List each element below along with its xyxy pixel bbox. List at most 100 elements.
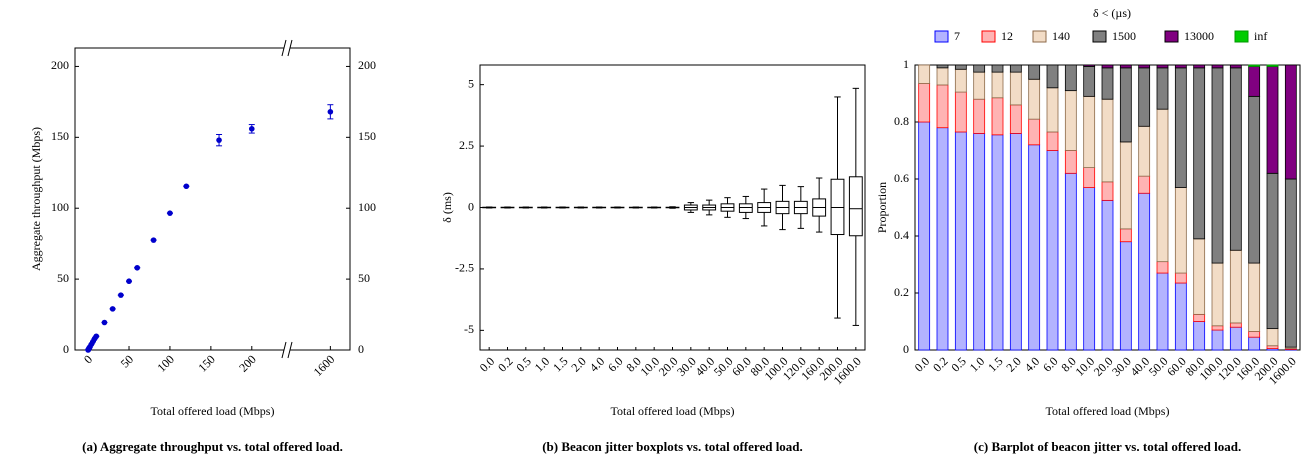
y-tick-label: 50 (57, 271, 69, 285)
bar-segment (1046, 64, 1059, 89)
bar-segment (954, 91, 967, 133)
legend-swatch (981, 30, 996, 43)
bar-segment (1284, 178, 1297, 348)
bar-segment (1009, 64, 1022, 73)
x-axis-label: Total offered load (Mbps) (1046, 404, 1170, 418)
bar-segment (936, 127, 949, 351)
bar-segment (1119, 64, 1132, 69)
y2-tick-label: 0 (358, 342, 364, 356)
legend-label: 140 (1052, 29, 1070, 43)
bar-segment (991, 97, 1004, 136)
legend-label: 12 (1001, 29, 1013, 43)
bar-segment (1266, 172, 1279, 330)
axis-break-mark (287, 341, 293, 359)
bar-segment (1211, 325, 1224, 331)
axis-break-mark (281, 39, 287, 57)
bar-segment (1083, 95, 1096, 168)
bar-segment (1083, 66, 1096, 97)
bar-segment (1156, 261, 1169, 274)
bar-segment (1156, 272, 1169, 351)
bar-segment (1266, 64, 1279, 67)
y-tick-label: 0 (63, 342, 69, 356)
bar-segment (973, 132, 986, 351)
bar-segment (1248, 262, 1261, 332)
bar-segment (1229, 64, 1242, 69)
bar-segment (1138, 125, 1151, 177)
bar-segment (1248, 336, 1261, 351)
bar-segment (1101, 98, 1114, 183)
x-tick-label: 0 (81, 352, 95, 366)
y-tick-label: 0.8 (894, 114, 909, 128)
y-tick-label: 0 (468, 199, 474, 213)
bar-segment (1193, 321, 1206, 351)
bar-segment (936, 84, 949, 129)
y-tick-label: 100 (51, 200, 69, 214)
caption: (c) Barplot of beacon jitter vs. total o… (974, 439, 1241, 454)
y2-tick-label: 150 (358, 129, 376, 143)
legend-swatch (1164, 30, 1179, 43)
y-tick-label: 0.6 (894, 171, 909, 185)
bar-segment (1138, 192, 1151, 351)
bar-segment (1266, 66, 1279, 174)
bar-segment (1138, 175, 1151, 194)
point (93, 333, 100, 340)
bar-segment (1083, 64, 1096, 67)
bar-segment (1156, 64, 1169, 69)
y-tick-label: 2.5 (459, 138, 474, 152)
y-axis-label: Aggregate throughput (Mbps) (29, 127, 43, 271)
bar-segment (1064, 90, 1077, 151)
bar-segment (1064, 64, 1077, 92)
point (167, 210, 173, 216)
x-tick-label: 150 (195, 352, 218, 375)
legend-label: 13000 (1184, 29, 1214, 43)
legend-label: 1500 (1112, 29, 1136, 43)
y2-tick-label: 100 (358, 200, 376, 214)
bar-segment (936, 64, 949, 69)
bar-segment (991, 134, 1004, 351)
bar-segment (1009, 104, 1022, 134)
bar-segment (1248, 331, 1261, 338)
bar-segment (1064, 172, 1077, 351)
y2-tick-label: 50 (358, 271, 370, 285)
point (109, 306, 116, 312)
legend-swatch (1092, 30, 1107, 43)
point (216, 137, 222, 143)
point (134, 264, 141, 271)
bar-segment (1028, 144, 1041, 351)
bar-segment (991, 64, 1004, 73)
caption: (b) Beacon jitter boxplots vs. total off… (542, 439, 803, 454)
x-tick-label: 1600 (311, 352, 338, 379)
y-tick-label: 200 (51, 58, 69, 72)
y2-tick-label: 200 (358, 58, 376, 72)
bar-segment (1193, 238, 1206, 315)
legend-title: δ < (µs) (1093, 6, 1131, 20)
bar-segment (1046, 87, 1059, 133)
y-tick-label: -5 (464, 322, 474, 336)
legend-label: inf (1254, 29, 1267, 43)
bar-segment (1028, 64, 1041, 80)
bar-segment (1083, 187, 1096, 351)
x-tick-label: 200 (236, 352, 259, 375)
bar-segment (1229, 326, 1242, 351)
bar-segment (1211, 329, 1224, 351)
bar-segment (1138, 67, 1151, 127)
y-tick-label: 1 (903, 57, 909, 71)
legend-swatch (934, 30, 949, 43)
bar-segment (1009, 71, 1022, 106)
axis-break-gap (283, 342, 290, 358)
bar-segment (1193, 64, 1206, 69)
bar-segment (973, 98, 986, 134)
bar-segment (1174, 272, 1187, 284)
bar-segment (1046, 150, 1059, 351)
bar-segment (1174, 67, 1187, 188)
y-tick-label: 150 (51, 129, 69, 143)
point (248, 126, 255, 132)
bar-segment (1101, 199, 1114, 351)
bar-segment (918, 83, 931, 123)
bar-segment (1174, 282, 1187, 351)
box (830, 178, 845, 236)
bar-segment (954, 68, 967, 93)
bar-segment (1101, 181, 1114, 201)
